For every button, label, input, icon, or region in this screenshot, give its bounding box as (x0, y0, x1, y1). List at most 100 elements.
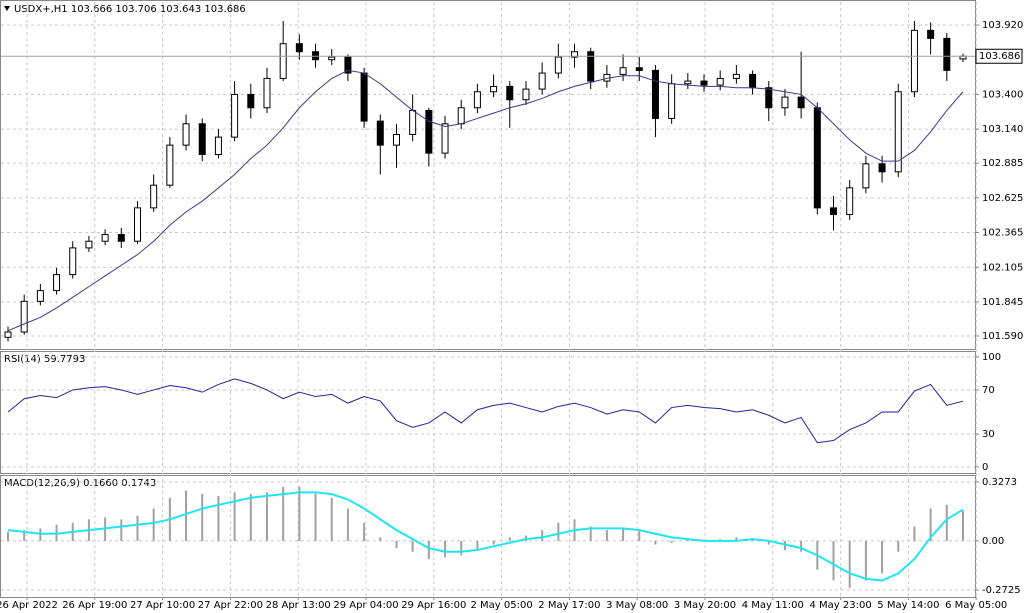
x-tick-label: 5 May 14:00 (877, 600, 939, 611)
candle-body (263, 77, 271, 109)
signal-line (7, 491, 964, 582)
macd-bar (476, 540, 479, 550)
rsi-title: RSI(14) 59.7793 (4, 354, 85, 365)
macd-bar (201, 494, 204, 541)
candle-body (425, 109, 433, 154)
y-tick-label: 70 (982, 385, 995, 396)
macd-bar (7, 531, 9, 541)
macd-bar (929, 508, 932, 541)
macd-bar (913, 526, 916, 541)
macd-bar (330, 497, 333, 541)
y-tick-label: 102.105 (982, 262, 1023, 273)
candle-body (668, 83, 676, 119)
candle-body (862, 163, 870, 189)
macd-bar (298, 486, 301, 541)
macd-bar (152, 508, 155, 541)
macd-bar (654, 540, 657, 545)
candle-body (441, 123, 449, 154)
candle-body (198, 123, 206, 155)
macd-bar (185, 490, 188, 541)
macd-bar (136, 515, 139, 541)
candle-body (279, 43, 287, 79)
candle-body (392, 133, 400, 146)
candle-body (910, 29, 918, 93)
candle-body (69, 247, 77, 276)
main-panel (0, 0, 976, 350)
macd-bar (735, 537, 738, 541)
x-tick-label: 4 May 11:00 (742, 600, 804, 611)
candle-body (927, 29, 935, 39)
macd-bar (395, 540, 398, 549)
candle-body (684, 80, 692, 85)
y-tick-label: 0 (982, 462, 988, 473)
candle-body (651, 69, 659, 119)
y-tick-label: 102.885 (982, 158, 1023, 169)
macd-bar (460, 540, 463, 556)
macd-bar (444, 540, 447, 558)
candle-body (53, 274, 61, 292)
macd-bar (767, 540, 770, 545)
x-tick-label: 28 Apr 13:00 (266, 600, 331, 611)
candle-body (587, 51, 595, 82)
candle-body (506, 85, 514, 101)
macd-bar (557, 522, 560, 541)
candle-body (797, 96, 805, 109)
macd-bar (945, 504, 948, 541)
candle-body (36, 290, 44, 302)
candle-body (457, 107, 465, 125)
candle-body (409, 109, 417, 135)
y-tick-label: -0.2725 (982, 585, 1021, 596)
symbol-title: USDX+,H1 103.666 103.706 103.643 103.686 (14, 4, 246, 15)
macd-bar (589, 526, 592, 541)
candle-body (150, 184, 158, 209)
candle-body (571, 51, 579, 58)
last-price-label: 103.686 (979, 51, 1020, 62)
macd-bar (508, 537, 511, 541)
candle-body (878, 163, 886, 173)
y-tick-label: 0.00 (982, 536, 1004, 547)
candle-body (166, 144, 174, 186)
y-tick-label: 100 (982, 352, 1001, 363)
macd-bar (314, 492, 317, 541)
candle-body (765, 87, 773, 109)
candle-body (117, 234, 125, 242)
candle-body (214, 136, 222, 155)
y-tick-label: 103.400 (982, 89, 1023, 100)
candle-body (538, 72, 546, 90)
candle-body (231, 93, 239, 138)
y-tick-label: 30 (982, 429, 995, 440)
candle-body (894, 91, 902, 173)
x-tick-label: 3 May 08:00 (606, 600, 668, 611)
candle-body (635, 67, 643, 71)
candle-body (619, 67, 627, 75)
candle-body (732, 73, 740, 79)
candle-body (182, 123, 190, 146)
macd-bar (605, 530, 608, 541)
macd-bar (638, 530, 641, 541)
candle-body (846, 187, 854, 216)
macd-bar (492, 540, 495, 545)
macd-bar (233, 492, 236, 541)
macd-bar (622, 528, 625, 541)
candle-body (700, 80, 708, 86)
x-tick-label: 29 Apr 04:00 (333, 600, 398, 611)
macd-bar (411, 540, 414, 552)
x-tick-label: 3 May 20:00 (674, 600, 736, 611)
candle-body (20, 300, 28, 333)
y-tick-label: 102.625 (982, 193, 1023, 204)
candle-body (490, 85, 498, 93)
macd-bar (23, 530, 26, 541)
x-tick-label: 29 Apr 16:00 (401, 600, 466, 611)
rsi-panel (0, 351, 976, 474)
candle-body (522, 88, 530, 101)
macd-bar (541, 530, 544, 541)
collapse-icon[interactable] (4, 6, 10, 11)
y-tick-label: 102.365 (982, 228, 1023, 239)
y-tick-label: 101.845 (982, 297, 1023, 308)
macd-bar (962, 511, 964, 541)
macd-panel (0, 475, 976, 598)
candle-body (360, 72, 368, 122)
macd-title: MACD(12,26,9) 0.1660 0.1743 (4, 478, 156, 489)
